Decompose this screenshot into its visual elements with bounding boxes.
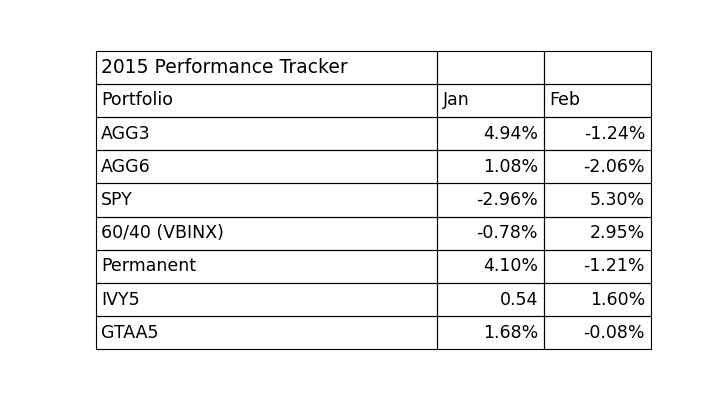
Text: 4.10%: 4.10%: [483, 257, 538, 275]
Bar: [95, 250, 437, 283]
Text: -2.96%: -2.96%: [476, 191, 538, 209]
Bar: [544, 283, 651, 316]
Bar: [95, 51, 437, 84]
Text: Feb: Feb: [549, 91, 580, 109]
Bar: [95, 117, 437, 150]
Bar: [437, 316, 544, 349]
Text: AGG6: AGG6: [101, 158, 151, 176]
Text: GTAA5: GTAA5: [101, 324, 159, 342]
Bar: [544, 84, 651, 117]
Bar: [95, 183, 437, 217]
Text: 5.30%: 5.30%: [590, 191, 645, 209]
Text: 1.68%: 1.68%: [483, 324, 538, 342]
Text: Portfolio: Portfolio: [101, 91, 173, 109]
Text: 2015 Performance Tracker: 2015 Performance Tracker: [101, 58, 348, 77]
Text: -1.24%: -1.24%: [584, 125, 645, 143]
Bar: [437, 250, 544, 283]
Text: Jan: Jan: [443, 91, 470, 109]
Text: 1.60%: 1.60%: [590, 291, 645, 308]
Bar: [544, 250, 651, 283]
Bar: [437, 51, 544, 84]
Text: -0.78%: -0.78%: [476, 224, 538, 242]
Text: -2.06%: -2.06%: [583, 158, 645, 176]
Bar: [437, 183, 544, 217]
Text: SPY: SPY: [101, 191, 133, 209]
Bar: [95, 84, 437, 117]
Bar: [544, 316, 651, 349]
Bar: [437, 283, 544, 316]
Text: 2.95%: 2.95%: [590, 224, 645, 242]
Bar: [437, 117, 544, 150]
Text: 4.94%: 4.94%: [483, 125, 538, 143]
Text: IVY5: IVY5: [101, 291, 140, 308]
Bar: [544, 183, 651, 217]
Text: -0.08%: -0.08%: [584, 324, 645, 342]
Bar: [544, 117, 651, 150]
Text: -1.21%: -1.21%: [584, 257, 645, 275]
Bar: [544, 150, 651, 183]
Bar: [95, 283, 437, 316]
Bar: [544, 51, 651, 84]
Bar: [95, 217, 437, 250]
Bar: [544, 217, 651, 250]
Text: AGG3: AGG3: [101, 125, 151, 143]
Bar: [95, 316, 437, 349]
Text: 0.54: 0.54: [499, 291, 538, 308]
Text: Permanent: Permanent: [101, 257, 196, 275]
Bar: [437, 84, 544, 117]
Text: 60/40 (VBINX): 60/40 (VBINX): [101, 224, 224, 242]
Text: 1.08%: 1.08%: [483, 158, 538, 176]
Bar: [437, 150, 544, 183]
Bar: [437, 217, 544, 250]
Bar: [95, 150, 437, 183]
